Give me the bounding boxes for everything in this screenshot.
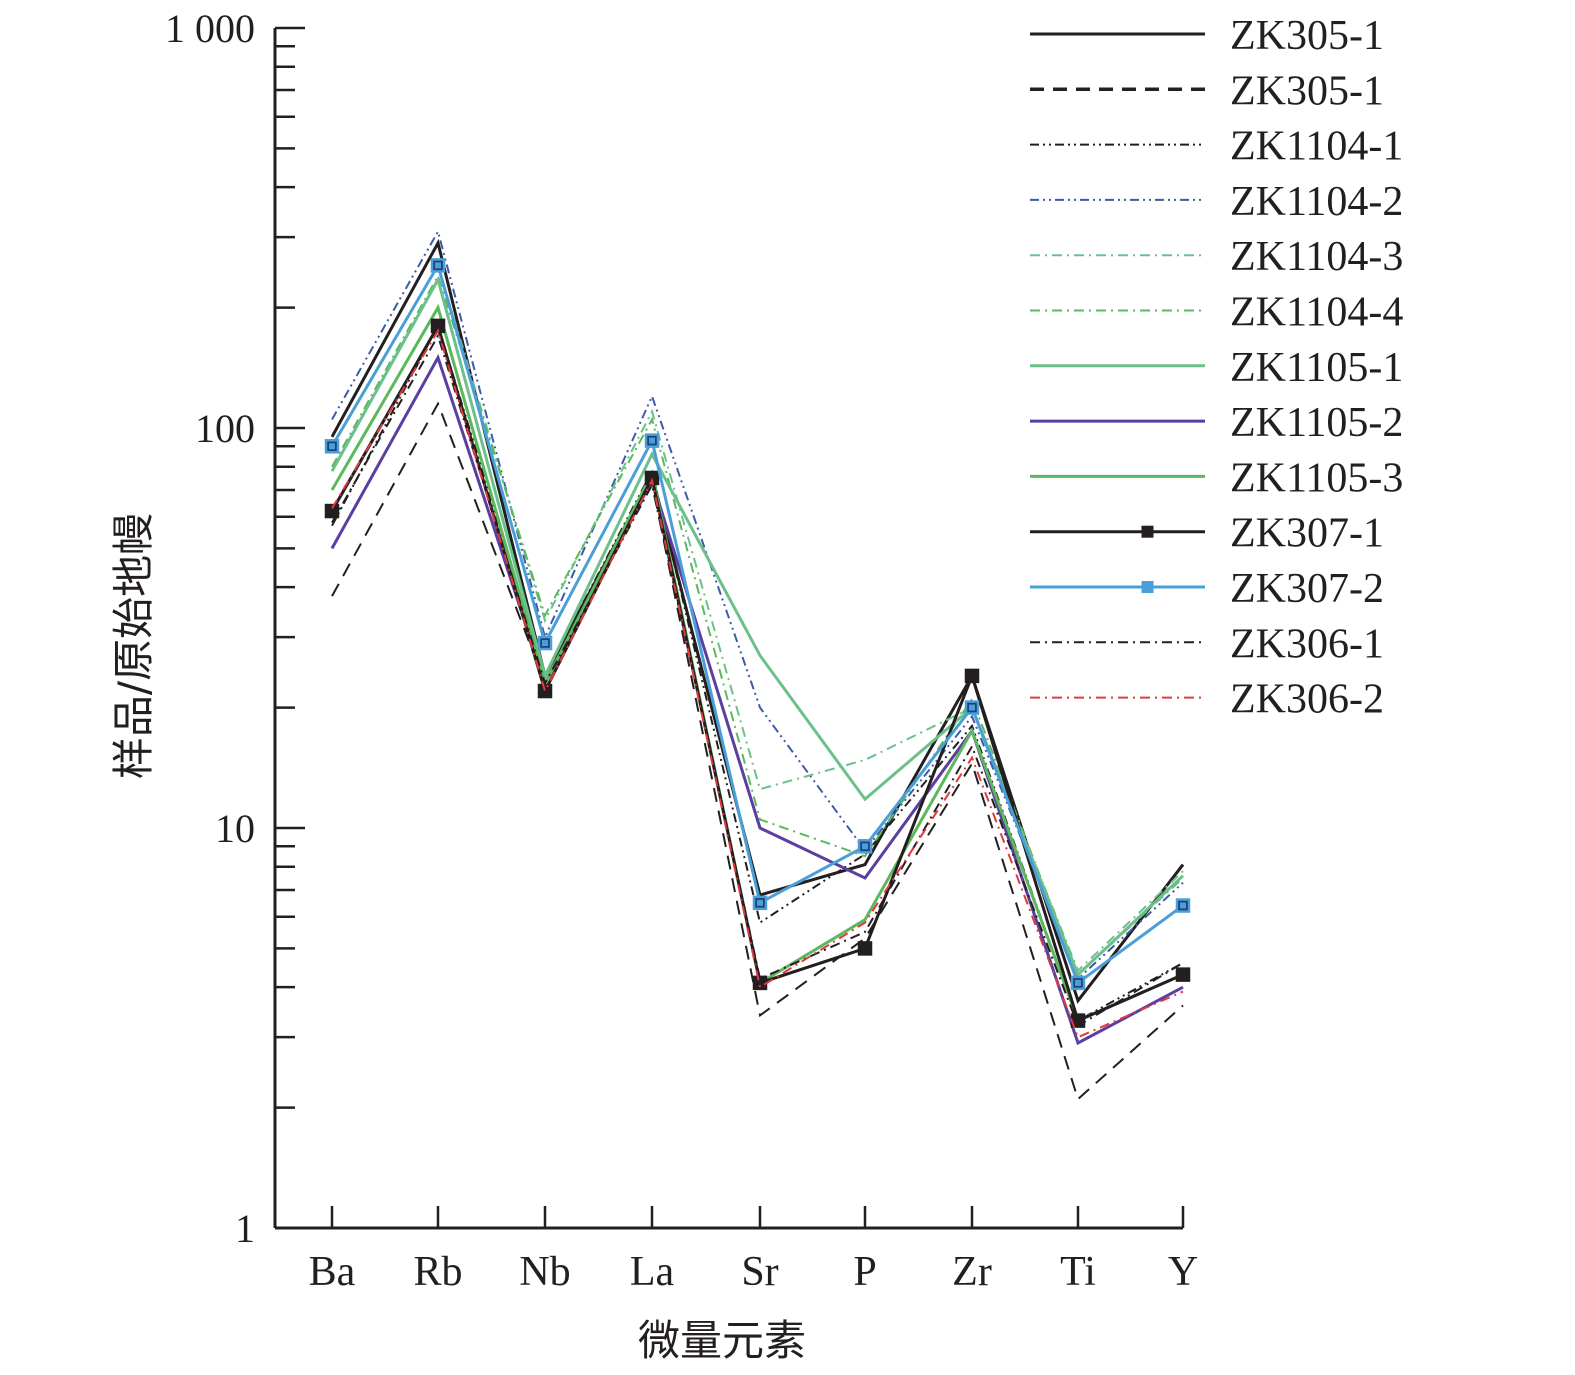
y-tick-label: 1 000: [165, 6, 255, 51]
legend-item: ZK306-2: [1030, 677, 1384, 723]
data-point-inner: [329, 443, 335, 450]
legend-marker: [1141, 581, 1154, 593]
data-point: [537, 683, 553, 699]
series-13: [331, 328, 1184, 1039]
series-line: [331, 262, 1184, 973]
legend-label: ZK307-2: [1230, 566, 1384, 612]
legend: ZK305-1 ZK305-1 ZK1104-1 ZK1104-2 ZK1104-3 ZK…: [1030, 13, 1403, 723]
legend-item: ZK1104-3: [1030, 234, 1403, 280]
data-point-inner: [969, 704, 975, 711]
x-tick-label: Ti: [1060, 1249, 1096, 1295]
x-tick-label: Zr: [952, 1249, 992, 1295]
legend-label: ZK305-1: [1230, 13, 1384, 59]
legend-item: ZK307-2: [1030, 566, 1384, 612]
x-tick-label: Rb: [413, 1249, 462, 1295]
axes: 1 10 100 1 000 Ba Rb Nb La Sr P Zr Ti Y: [165, 6, 1198, 1295]
series-line: [331, 228, 1184, 981]
x-tick-label: La: [630, 1249, 675, 1295]
legend-label: ZK307-1: [1230, 511, 1384, 557]
legend-label: ZK306-2: [1230, 677, 1384, 723]
y-tick-label: 100: [195, 406, 255, 451]
legend-label: ZK1105-3: [1230, 455, 1403, 501]
legend-item: ZK306-1: [1030, 621, 1384, 667]
series-5: [331, 262, 1184, 973]
legend-label: ZK306-1: [1230, 621, 1384, 667]
data-point: [964, 668, 980, 684]
x-tick-label: Ba: [309, 1249, 356, 1295]
data-point-inner: [862, 843, 868, 850]
y-tick-label: 1: [235, 1206, 255, 1251]
series-line: [331, 401, 1184, 1101]
data-point-inner: [649, 437, 655, 444]
legend-label: ZK305-1: [1230, 68, 1384, 114]
legend-item: ZK1105-2: [1030, 400, 1403, 446]
legend-label: ZK1104-4: [1230, 290, 1403, 336]
series-10: [324, 318, 1191, 1028]
x-tick-label: P: [853, 1249, 876, 1295]
series-line: [331, 328, 1184, 1039]
legend-label: ZK1105-1: [1230, 345, 1403, 391]
legend-item: ZK305-1: [1030, 13, 1384, 59]
series-2: [331, 401, 1184, 1101]
series-line: [330, 261, 1184, 986]
data-point: [857, 941, 873, 956]
series-7: [330, 275, 1185, 978]
data-point-inner: [1075, 979, 1081, 986]
legend-item: ZK1105-3: [1030, 455, 1403, 501]
legend-item: ZK305-1: [1030, 68, 1384, 114]
legend-item: ZK307-1: [1030, 511, 1384, 557]
legend-label: ZK1104-3: [1230, 234, 1403, 280]
legend-label: ZK1105-2: [1230, 400, 1403, 446]
legend-label: ZK1104-1: [1230, 124, 1403, 170]
series-4: [331, 228, 1184, 981]
data-point-inner: [757, 899, 763, 906]
x-axis-title: 微量元素: [638, 1316, 806, 1365]
legend-item: ZK1104-1: [1030, 124, 1403, 170]
x-tick-label: Y: [1168, 1249, 1198, 1295]
series-layer: [324, 228, 1191, 1101]
data-point: [324, 503, 340, 519]
series-line: [330, 353, 1184, 1046]
data-point-inner: [1180, 902, 1186, 909]
x-tick-label: Nb: [519, 1249, 570, 1295]
data-point-inner: [542, 640, 548, 647]
x-tick-label: Sr: [741, 1249, 778, 1295]
legend-item: ZK1104-2: [1030, 179, 1403, 225]
data-point: [1175, 967, 1191, 982]
series-8: [330, 353, 1184, 1046]
y-tick-label: 10: [215, 806, 255, 851]
y-axis-title: 样品/原始地幔: [109, 513, 158, 779]
legend-label: ZK1104-2: [1230, 179, 1403, 225]
series-line: [330, 275, 1185, 978]
legend-marker: [1141, 525, 1154, 538]
series-11: [324, 258, 1191, 991]
legend-item: ZK1104-4: [1030, 290, 1403, 336]
legend-item: ZK1105-1: [1030, 345, 1403, 391]
data-point-inner: [435, 262, 441, 269]
